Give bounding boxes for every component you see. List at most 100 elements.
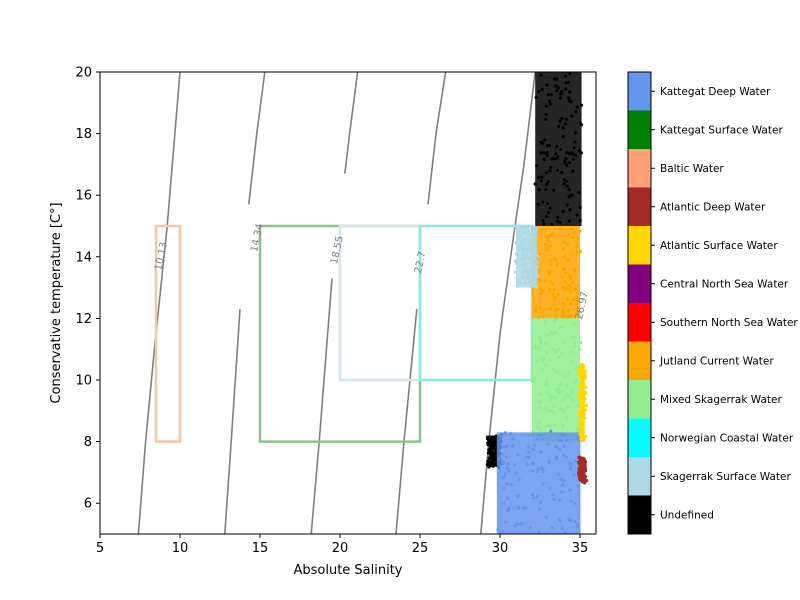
data-point bbox=[532, 256, 536, 261]
data-point bbox=[578, 432, 582, 436]
data-point bbox=[549, 280, 553, 284]
data-point bbox=[523, 270, 527, 275]
cluster-core bbox=[488, 435, 500, 467]
data-point bbox=[571, 387, 575, 391]
data-point bbox=[559, 477, 563, 481]
cluster-atlantic-deep-water bbox=[576, 455, 589, 485]
data-point bbox=[571, 169, 575, 173]
data-point bbox=[575, 311, 579, 315]
data-point bbox=[563, 530, 567, 534]
data-point bbox=[571, 157, 575, 161]
data-point bbox=[561, 285, 565, 289]
data-point bbox=[581, 432, 585, 437]
data-point bbox=[567, 219, 572, 223]
data-point bbox=[531, 243, 535, 247]
density-contour-label: 14.34 bbox=[249, 223, 266, 253]
data-point bbox=[574, 381, 578, 385]
data-point bbox=[554, 369, 558, 373]
data-point bbox=[570, 252, 574, 256]
data-point bbox=[562, 182, 566, 186]
data-point bbox=[546, 409, 550, 413]
density-contour-line bbox=[395, 309, 418, 534]
data-point bbox=[548, 288, 552, 292]
data-point bbox=[577, 149, 582, 153]
data-point bbox=[558, 147, 563, 151]
data-point bbox=[519, 239, 524, 243]
data-point bbox=[487, 465, 491, 469]
data-point bbox=[562, 240, 566, 244]
data-point bbox=[538, 405, 542, 410]
data-point bbox=[577, 190, 581, 195]
data-point bbox=[544, 423, 549, 428]
data-point bbox=[524, 229, 529, 233]
data-point bbox=[581, 363, 585, 367]
data-point bbox=[567, 188, 571, 192]
data-point bbox=[568, 290, 573, 294]
data-point bbox=[561, 483, 565, 487]
data-point bbox=[548, 244, 552, 248]
data-point bbox=[517, 233, 521, 238]
colorbar-label: Norwegian Coastal Water bbox=[660, 432, 794, 444]
data-point bbox=[568, 90, 572, 94]
y-tick-label: 10 bbox=[75, 374, 92, 389]
data-point bbox=[550, 332, 554, 336]
data-point bbox=[531, 447, 535, 452]
data-point bbox=[525, 462, 529, 467]
colorbar-swatch bbox=[628, 303, 651, 342]
data-point bbox=[563, 395, 567, 399]
data-point bbox=[541, 482, 545, 486]
data-point bbox=[539, 278, 543, 283]
data-point bbox=[575, 213, 579, 217]
colorbar-label: Central North Sea Water bbox=[660, 278, 789, 290]
data-point bbox=[490, 435, 494, 440]
data-point bbox=[552, 411, 556, 415]
data-point bbox=[539, 140, 543, 144]
data-point bbox=[532, 346, 536, 350]
data-point bbox=[501, 501, 506, 505]
data-point bbox=[496, 528, 500, 532]
data-point bbox=[516, 280, 520, 284]
data-point bbox=[568, 275, 573, 279]
colorbar-label: Undefined bbox=[660, 509, 714, 521]
data-point bbox=[519, 522, 523, 526]
data-point bbox=[544, 182, 549, 187]
data-point bbox=[556, 86, 560, 90]
data-point bbox=[514, 240, 518, 245]
data-point bbox=[562, 267, 566, 271]
data-point bbox=[545, 379, 549, 383]
data-point bbox=[578, 410, 582, 415]
data-point bbox=[540, 367, 544, 371]
data-point bbox=[539, 179, 544, 183]
data-point bbox=[572, 472, 576, 477]
x-tick-label: 35 bbox=[572, 541, 589, 556]
data-point bbox=[581, 372, 586, 376]
data-point bbox=[547, 99, 552, 103]
data-point bbox=[502, 475, 506, 479]
data-point bbox=[562, 479, 566, 483]
data-point bbox=[577, 474, 581, 479]
data-point bbox=[565, 297, 570, 301]
data-point bbox=[531, 265, 535, 269]
data-point bbox=[565, 150, 569, 155]
data-point bbox=[573, 153, 577, 157]
data-point bbox=[576, 284, 580, 288]
data-point bbox=[574, 334, 578, 338]
data-point bbox=[561, 453, 566, 458]
data-point bbox=[584, 403, 588, 408]
data-point bbox=[564, 117, 569, 121]
data-point bbox=[560, 352, 564, 356]
data-point bbox=[541, 289, 545, 293]
data-point bbox=[579, 103, 584, 107]
data-point bbox=[544, 112, 548, 117]
data-point bbox=[546, 210, 551, 215]
data-point bbox=[514, 252, 518, 256]
data-point bbox=[516, 242, 521, 246]
data-point bbox=[573, 459, 578, 463]
data-point bbox=[540, 87, 544, 92]
data-point bbox=[573, 520, 577, 524]
x-tick-label: 30 bbox=[492, 541, 509, 556]
data-point bbox=[529, 253, 534, 257]
data-point bbox=[536, 274, 540, 279]
data-point bbox=[533, 343, 537, 348]
data-point bbox=[530, 270, 534, 274]
